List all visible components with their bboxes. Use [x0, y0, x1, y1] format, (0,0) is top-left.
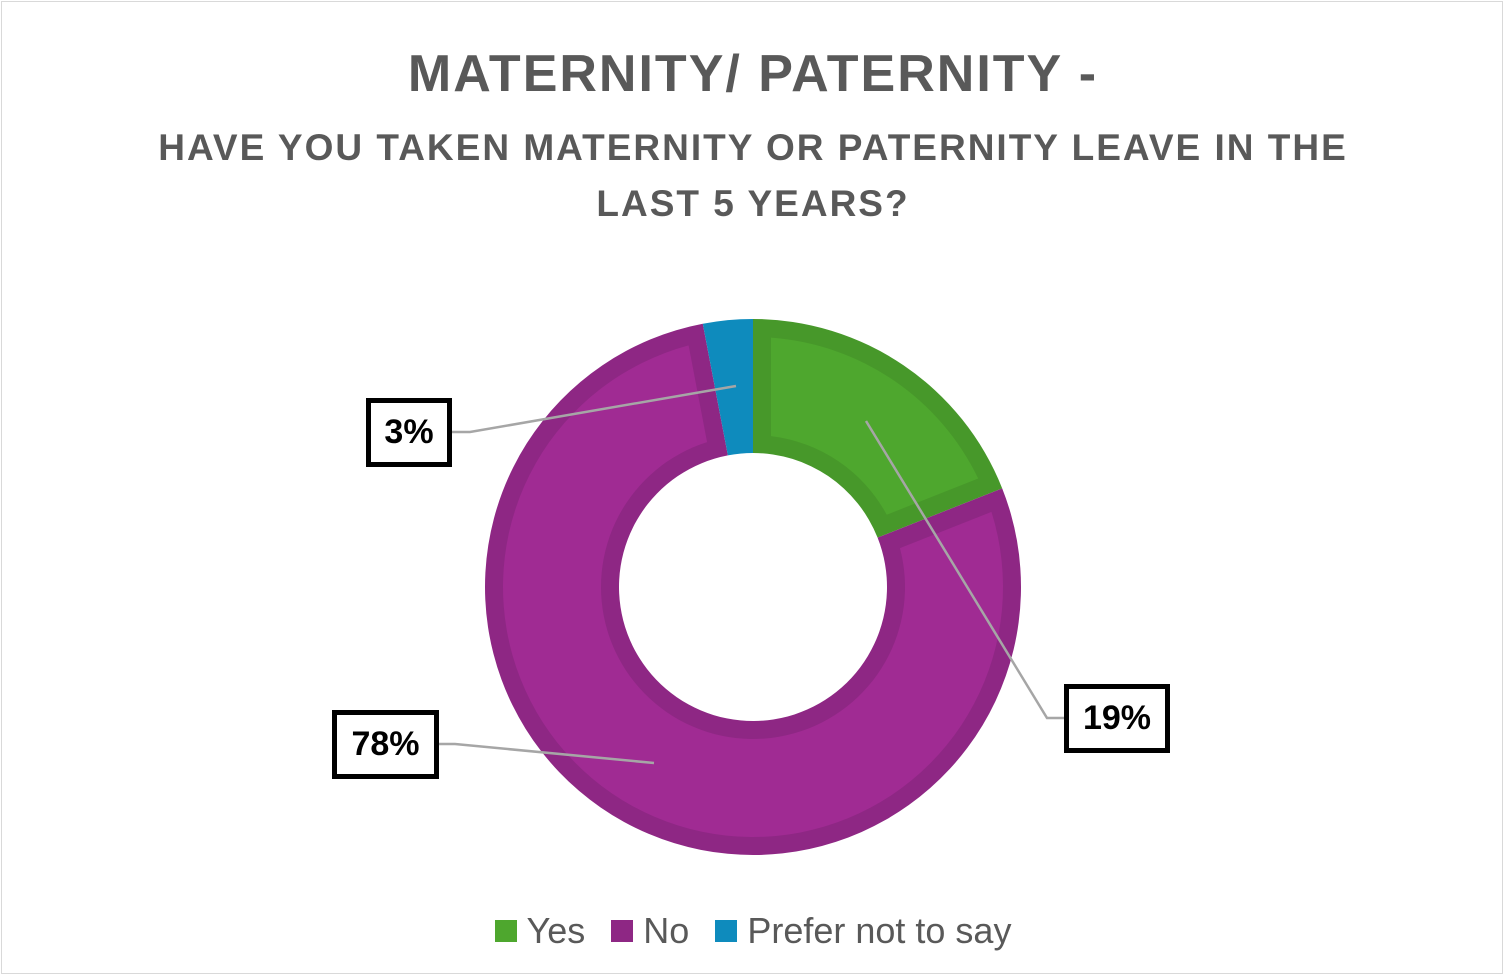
legend-swatch	[611, 920, 634, 942]
slice-no-fill	[503, 345, 1004, 837]
data-label-no: 78%	[332, 710, 439, 779]
legend-swatch	[494, 920, 517, 942]
slice-yes-fill	[770, 337, 979, 515]
leader-line-no	[437, 742, 655, 765]
legend-label: Yes	[526, 910, 586, 951]
chart-title: MATERNITY/ PATERNITY -	[407, 45, 1099, 103]
leader-line-yes	[864, 420, 1065, 720]
legend-swatch	[715, 920, 738, 942]
data-label-prefer-not-to-say: 3%	[366, 398, 452, 467]
chart-subtitle: HAVE YOU TAKEN MATERNITY OR PATERNITY LE…	[158, 127, 1348, 224]
legend-label: No	[643, 910, 690, 951]
leader-line-prefer-not-to-say	[452, 384, 737, 434]
legend-item-no: No	[611, 910, 689, 952]
legend-item-prefer-not-to-say: Prefer not to say	[715, 910, 1011, 952]
legend-label: Prefer not to say	[747, 910, 1012, 951]
legend: Yes No Prefer not to say	[0, 910, 1506, 952]
data-label-yes: 19%	[1064, 684, 1170, 753]
legend-item-yes: Yes	[494, 910, 586, 952]
